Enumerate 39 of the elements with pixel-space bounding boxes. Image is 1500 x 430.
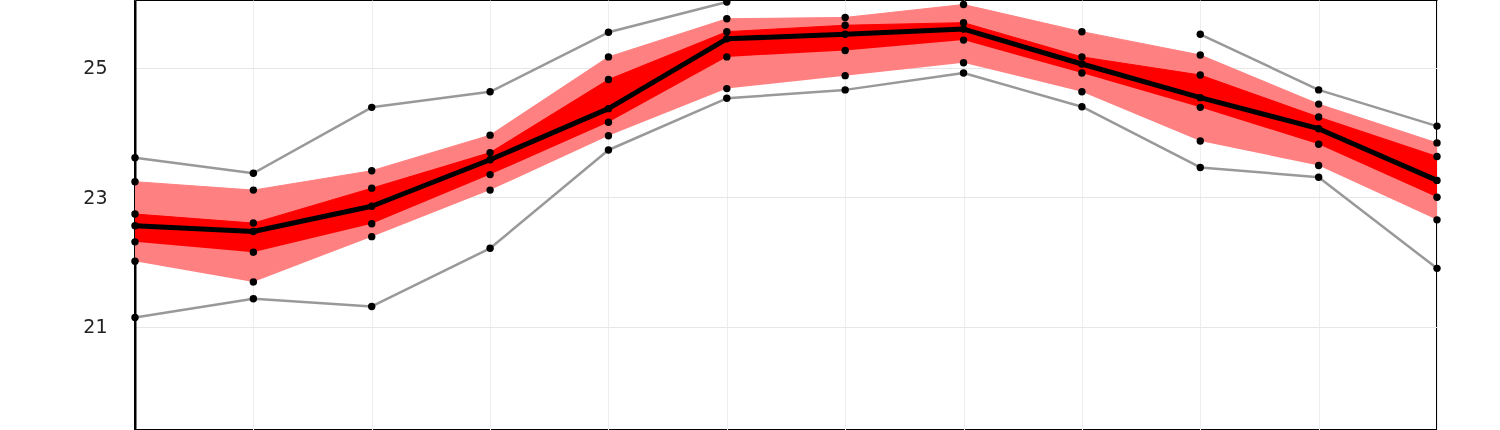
point bbox=[1078, 60, 1086, 68]
point bbox=[486, 170, 494, 179]
point bbox=[1433, 216, 1441, 224]
point bbox=[1433, 176, 1441, 185]
point bbox=[959, 36, 968, 44]
point bbox=[604, 118, 613, 126]
point bbox=[841, 46, 849, 55]
point bbox=[959, 25, 968, 33]
point bbox=[1314, 124, 1323, 133]
point bbox=[1196, 93, 1204, 102]
point bbox=[1314, 140, 1323, 148]
point bbox=[841, 71, 849, 80]
point bbox=[131, 238, 139, 246]
point bbox=[1078, 69, 1086, 77]
point bbox=[1433, 193, 1441, 201]
point bbox=[1196, 137, 1204, 145]
point bbox=[723, 53, 731, 61]
point bbox=[723, 84, 731, 93]
point bbox=[368, 220, 376, 228]
y-tick-label: 25 bbox=[83, 56, 108, 79]
point bbox=[368, 232, 376, 241]
point bbox=[1314, 161, 1323, 170]
point bbox=[249, 278, 258, 286]
point bbox=[486, 156, 494, 164]
point bbox=[486, 186, 494, 194]
point bbox=[131, 257, 139, 265]
y-tick-label: 23 bbox=[83, 185, 108, 208]
point bbox=[604, 132, 613, 140]
point bbox=[1196, 103, 1204, 112]
y-tick-label: 21 bbox=[83, 315, 108, 338]
point bbox=[841, 30, 849, 38]
point bbox=[959, 59, 968, 67]
point bbox=[249, 248, 258, 256]
point bbox=[723, 35, 731, 43]
point bbox=[131, 221, 139, 230]
point bbox=[368, 202, 376, 210]
point bbox=[604, 104, 613, 113]
point bbox=[1078, 88, 1086, 96]
point bbox=[249, 227, 258, 236]
